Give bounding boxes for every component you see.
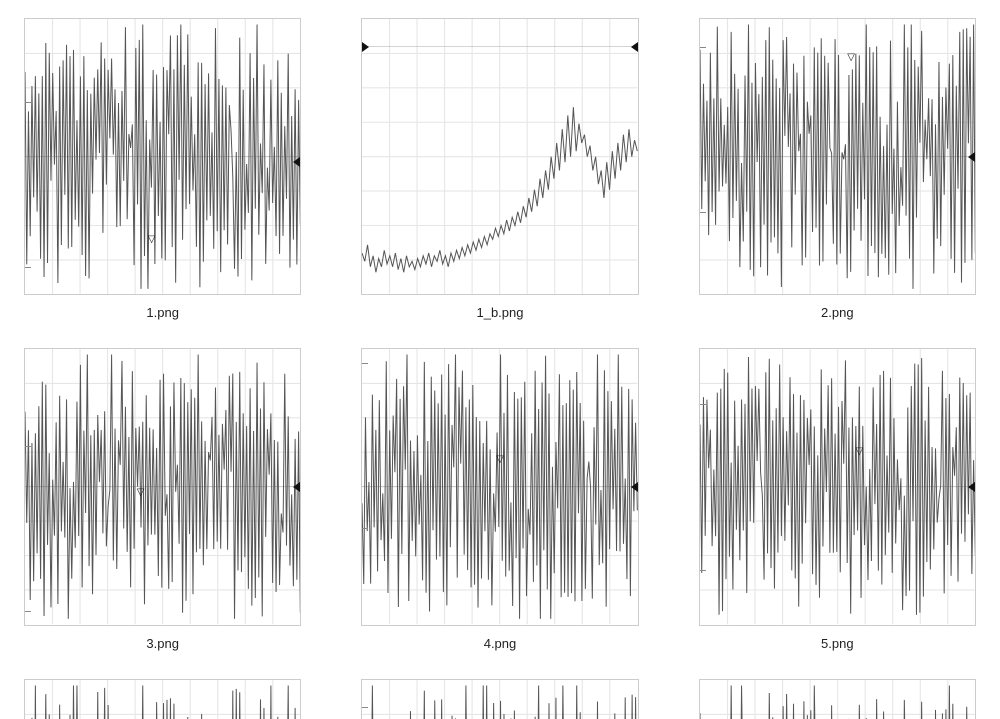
thumbnail[interactable]: ▽ 1.png [24, 18, 301, 320]
left-tick [700, 212, 706, 213]
left-tick [25, 102, 31, 103]
left-tick [700, 570, 706, 571]
waveform-chart[interactable]: ▽ [24, 18, 301, 295]
thumbnail-filename: 2.png [821, 305, 854, 320]
level-marker-right [293, 482, 300, 492]
left-tick [700, 404, 706, 405]
waveform-chart[interactable]: ▽ [361, 679, 638, 719]
left-tick [25, 611, 31, 612]
thumbnail-filename: 1.png [146, 305, 179, 320]
left-tick [362, 363, 368, 364]
level-marker-right [968, 482, 975, 492]
thumbnail[interactable]: ▽ 2.png [699, 18, 976, 320]
waveform-chart[interactable] [361, 18, 638, 295]
waveform-chart[interactable]: ▽ [361, 348, 638, 625]
trigger-pin-icon: ▽ [496, 454, 504, 465]
left-tick [362, 528, 368, 529]
thumbnail[interactable]: ▽ 3.png [24, 348, 301, 650]
left-tick [25, 446, 31, 447]
waveform-chart[interactable]: ▽ [699, 679, 976, 719]
level-marker-right [631, 42, 638, 52]
thumbnail[interactable]: ▽ 5.png [699, 348, 976, 650]
left-tick [700, 47, 706, 48]
thumbnail[interactable]: ▽6.png [24, 679, 301, 719]
thumbnail-filename: 3.png [146, 636, 179, 651]
thumbnail-grid: ▽ 1.png 1_b.png ▽ 2.png ▽ 3.png ▽ 4.png ▽ 5.png ▽6.… [0, 0, 1000, 719]
thumbnail[interactable]: 1_b.png [361, 18, 638, 320]
level-marker-right [968, 152, 975, 162]
trigger-pin-icon: ▽ [847, 52, 855, 63]
level-marker-left [362, 42, 369, 52]
trigger-pin-icon: ▽ [855, 446, 863, 457]
level-marker-right [631, 482, 638, 492]
thumbnail-filename: 5.png [821, 636, 854, 651]
thumbnail[interactable]: ▽8.png [699, 679, 976, 719]
left-tick [25, 267, 31, 268]
thumbnail-filename: 4.png [484, 636, 517, 651]
left-tick [362, 707, 368, 708]
waveform-chart[interactable]: ▽ [699, 348, 976, 625]
waveform-chart[interactable]: ▽ [24, 679, 301, 719]
waveform-chart[interactable]: ▽ [699, 18, 976, 295]
waveform-chart[interactable]: ▽ [24, 348, 301, 625]
level-marker-right [293, 157, 300, 167]
thumbnail[interactable]: ▽7.png [361, 679, 638, 719]
thumbnail-filename: 1_b.png [476, 305, 523, 320]
thumbnail[interactable]: ▽ 4.png [361, 348, 638, 650]
trigger-pin-icon: ▽ [148, 234, 156, 245]
trigger-pin-icon: ▽ [137, 487, 145, 498]
